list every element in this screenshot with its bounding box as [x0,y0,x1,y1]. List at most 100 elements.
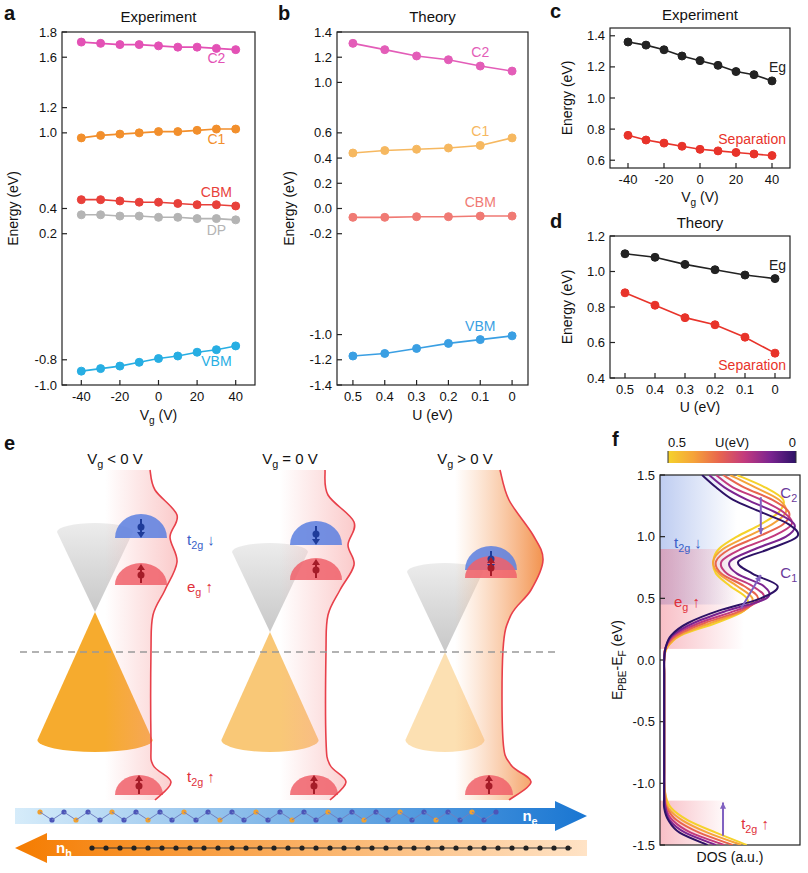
panel-title: Theory [409,8,456,25]
dos-curve [664,475,789,845]
data-point [174,128,182,136]
series-line [625,293,775,353]
series-label: Eg [769,59,786,75]
series-line [353,43,512,71]
data-point [681,260,689,268]
data-point [771,275,779,283]
x-tick [744,373,745,378]
series-label: Separation [718,131,786,147]
state-label: t2g ↓ [187,531,215,551]
data-point [381,46,389,54]
series-label: CBM [465,194,496,210]
text-part: 1 [791,572,797,584]
dos-curve [664,475,792,845]
x-tick [158,380,159,385]
text-part: (V) [696,189,719,205]
series-group [664,475,798,845]
data-point [97,39,105,47]
panel-a: aExperiment-40-2002040-1.0-0.80.20.41.01… [4,2,255,426]
annotation: t2g ↓ [674,534,702,554]
data-point [642,136,650,144]
series-label: CBM [201,184,232,200]
data-point [349,213,357,221]
plot-frame [337,32,528,385]
text-part: ↑ [757,815,769,832]
trend-arrow-head [755,575,761,582]
series-group [349,39,516,360]
y-tick-label: -1.0 [310,327,332,342]
y-tick-label: 0.4 [39,201,57,216]
chain-atom [229,845,234,850]
column-title: Vg = 0 V [262,450,318,470]
state-dome [465,775,513,795]
data-point [732,148,740,156]
data-point [711,321,719,329]
data-point [155,198,163,206]
y-tick-label: 0.6 [314,125,332,140]
energy-tick-label: -0.5 [633,714,655,729]
panel-letter: b [278,2,290,24]
energy-tick [660,536,665,537]
panel-letter: e [4,432,15,454]
chain-atom [299,845,304,850]
text-part: C [780,484,791,501]
chain-atom [313,845,318,850]
panel-c: cExperiment-40-20020400.60.81.01.21.4Vg … [550,0,790,208]
y-tick [62,132,67,133]
y-tick [337,208,342,209]
y-tick-label: 1.4 [587,28,605,43]
y-tick-label: 0.2 [39,226,57,241]
energy-tick-label: -1.5 [633,838,655,853]
series-group [621,250,779,357]
spin-dot [313,567,320,574]
data-point [155,355,163,363]
spin-dot [488,556,495,563]
y-tick [337,359,342,360]
spin-dot [311,783,318,790]
text-part: = 0 V [278,450,318,467]
data-point [768,77,776,85]
series-label: C1 [207,131,225,147]
chain-atom [145,845,150,850]
data-point [155,128,163,136]
text-part: 2g [191,776,203,788]
y-tick-label: 1.0 [587,264,605,279]
y-tick-label: 0.0 [314,201,332,216]
data-point [508,134,516,142]
x-tick-label: 0.4 [646,382,664,397]
data-point [413,213,421,221]
carrier-label: ne [522,807,537,827]
data-point [97,211,105,219]
text-part: 2g [191,539,203,551]
plot-frame [62,32,255,385]
data-point [696,57,704,65]
chain-atom [537,845,542,850]
series-label: C2 [471,44,489,60]
spin-arrow-head [137,564,145,570]
y-axis-title: Energy (eV) [5,171,21,246]
data-point [232,125,240,133]
chain-atom [201,845,206,850]
x-tick [235,380,236,385]
data-point [77,196,85,204]
data-point [193,43,201,51]
y-tick [610,66,615,67]
y-tick [337,334,342,335]
x-tick-label: 0.1 [736,382,754,397]
spin-arrow-head [312,539,320,545]
text-part: (eV) [609,620,625,650]
text-part: < 0 V [103,450,143,467]
spin-arrow-head [137,532,145,538]
x-tick [699,163,700,168]
data-point [444,56,452,64]
data-point [116,197,124,205]
x-tick-label: 0 [155,389,162,404]
text-part: e [674,593,682,610]
x-tick-label: -20 [111,389,130,404]
chain-atom [89,845,94,850]
spin-dot [138,572,145,579]
annotation: t2g ↑ [741,815,769,835]
chain-atom [103,845,108,850]
y-tick-label: 1.4 [314,25,332,40]
panel-d: dTheory0.50.40.30.20.100.40.60.81.01.2U … [550,210,790,415]
